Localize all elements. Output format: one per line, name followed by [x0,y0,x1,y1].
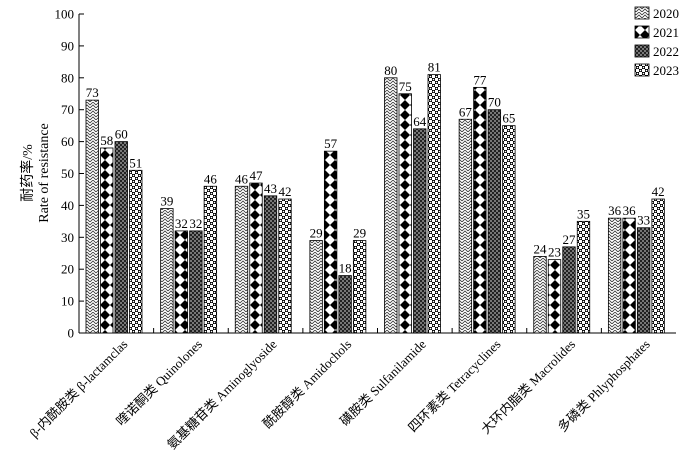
bar-2022-5 [413,128,427,334]
bar-value-label: 36 [623,203,637,218]
legend-label-2021: 2021 [653,25,679,40]
legend-label-2022: 2022 [653,44,679,59]
bar-value-label: 35 [577,206,590,221]
bar-value-label: 43 [264,181,277,196]
bar-value-label: 36 [608,203,622,218]
bar-2021-7 [547,259,562,334]
legend-swatch-2021 [634,25,650,39]
y-tick-label: 60 [61,134,74,149]
bar-2020-7 [533,256,547,334]
bar-2021-2 [174,230,189,334]
bar-value-label: 77 [473,72,487,87]
bar-2021-6 [473,86,487,334]
bar-value-label: 27 [563,232,577,247]
bar-value-label: 67 [459,104,473,119]
category-label: β-内酰胺类 β-lactamclas [26,337,130,441]
bar-2023-7 [576,220,591,334]
bar-2023-4 [352,240,367,334]
bar-2022-4 [338,275,352,334]
bar-value-label: 73 [86,85,99,100]
bar-2022-7 [562,246,576,334]
y-tick-label: 20 [61,262,74,277]
bar-value-label: 42 [279,184,292,199]
bar-2021-5 [398,93,412,334]
legend-swatch-2023 [634,63,650,77]
bar-2021-8 [622,217,636,334]
bar-2020-4 [309,240,323,334]
y-tick-label: 10 [61,294,74,309]
bar-value-label: 64 [413,114,427,129]
y-tick-label: 50 [61,166,74,181]
bar-value-label: 29 [310,225,323,240]
bar-value-label: 75 [399,79,412,94]
bar-2022-2 [189,230,203,334]
bar-2023-3 [278,198,292,334]
legend-swatch-2020 [634,6,650,20]
bar-value-label: 51 [129,155,142,170]
bar-2023-6 [502,125,516,334]
bar-2020-3 [234,185,249,334]
legend: 2020 2021 2022 2023 [634,6,679,78]
bar-value-label: 47 [250,168,264,183]
bar-value-label: 29 [353,225,366,240]
y-axis-label-en: Rate of resistance [37,123,52,223]
y-tick-label: 0 [68,326,75,341]
bar-2022-6 [487,109,502,334]
bar-value-label: 65 [502,111,515,126]
bar-value-label: 33 [637,213,650,228]
bar-value-label: 32 [189,216,202,231]
y-tick-label: 30 [61,230,74,245]
bar-2022-3 [263,195,278,334]
bar-value-label: 70 [488,95,501,110]
bar-value-label: 39 [160,194,173,209]
y-tick-label: 80 [61,70,74,85]
bar-2021-3 [249,182,263,334]
y-axis-title: 耐药率/% Rate of resistance [19,123,52,223]
bar-2020-6 [458,118,473,334]
bar-2020-1 [85,99,99,334]
bar-2021-1 [100,147,114,334]
bar-value-label: 57 [324,136,338,151]
bar-value-label: 46 [235,171,249,186]
bar-value-label: 18 [339,261,352,276]
bar-2022-8 [636,227,651,334]
bar-value-label: 23 [548,245,561,260]
bar-value-label: 81 [428,60,441,75]
bar-value-label: 42 [652,184,665,199]
bar-2023-1 [129,169,143,334]
bar-value-label: 58 [100,133,113,148]
bar-2023-5 [427,74,441,334]
y-tick-label: 70 [61,102,74,117]
y-tick-label: 40 [61,198,74,213]
bar-value-label: 24 [534,241,548,256]
bar-value-label: 80 [384,63,397,78]
y-tick-label: 90 [61,38,74,53]
y-tick-label: 100 [55,7,75,22]
bar-2020-2 [160,208,174,334]
bar-value-label: 32 [175,216,188,231]
bar-2021-4 [323,150,338,334]
y-axis-label-cn: 耐药率/% [19,144,36,202]
bar-2023-2 [203,185,218,334]
legend-label-2023: 2023 [653,63,679,78]
bar-2022-1 [114,141,128,334]
bar-2023-8 [651,198,665,334]
bar-2020-8 [607,217,622,334]
bar-value-label: 60 [115,127,128,142]
legend-label-2020: 2020 [653,6,679,21]
bar-value-label: 46 [204,171,218,186]
legend-swatch-2022 [634,44,650,58]
bar-2020-5 [384,77,398,334]
